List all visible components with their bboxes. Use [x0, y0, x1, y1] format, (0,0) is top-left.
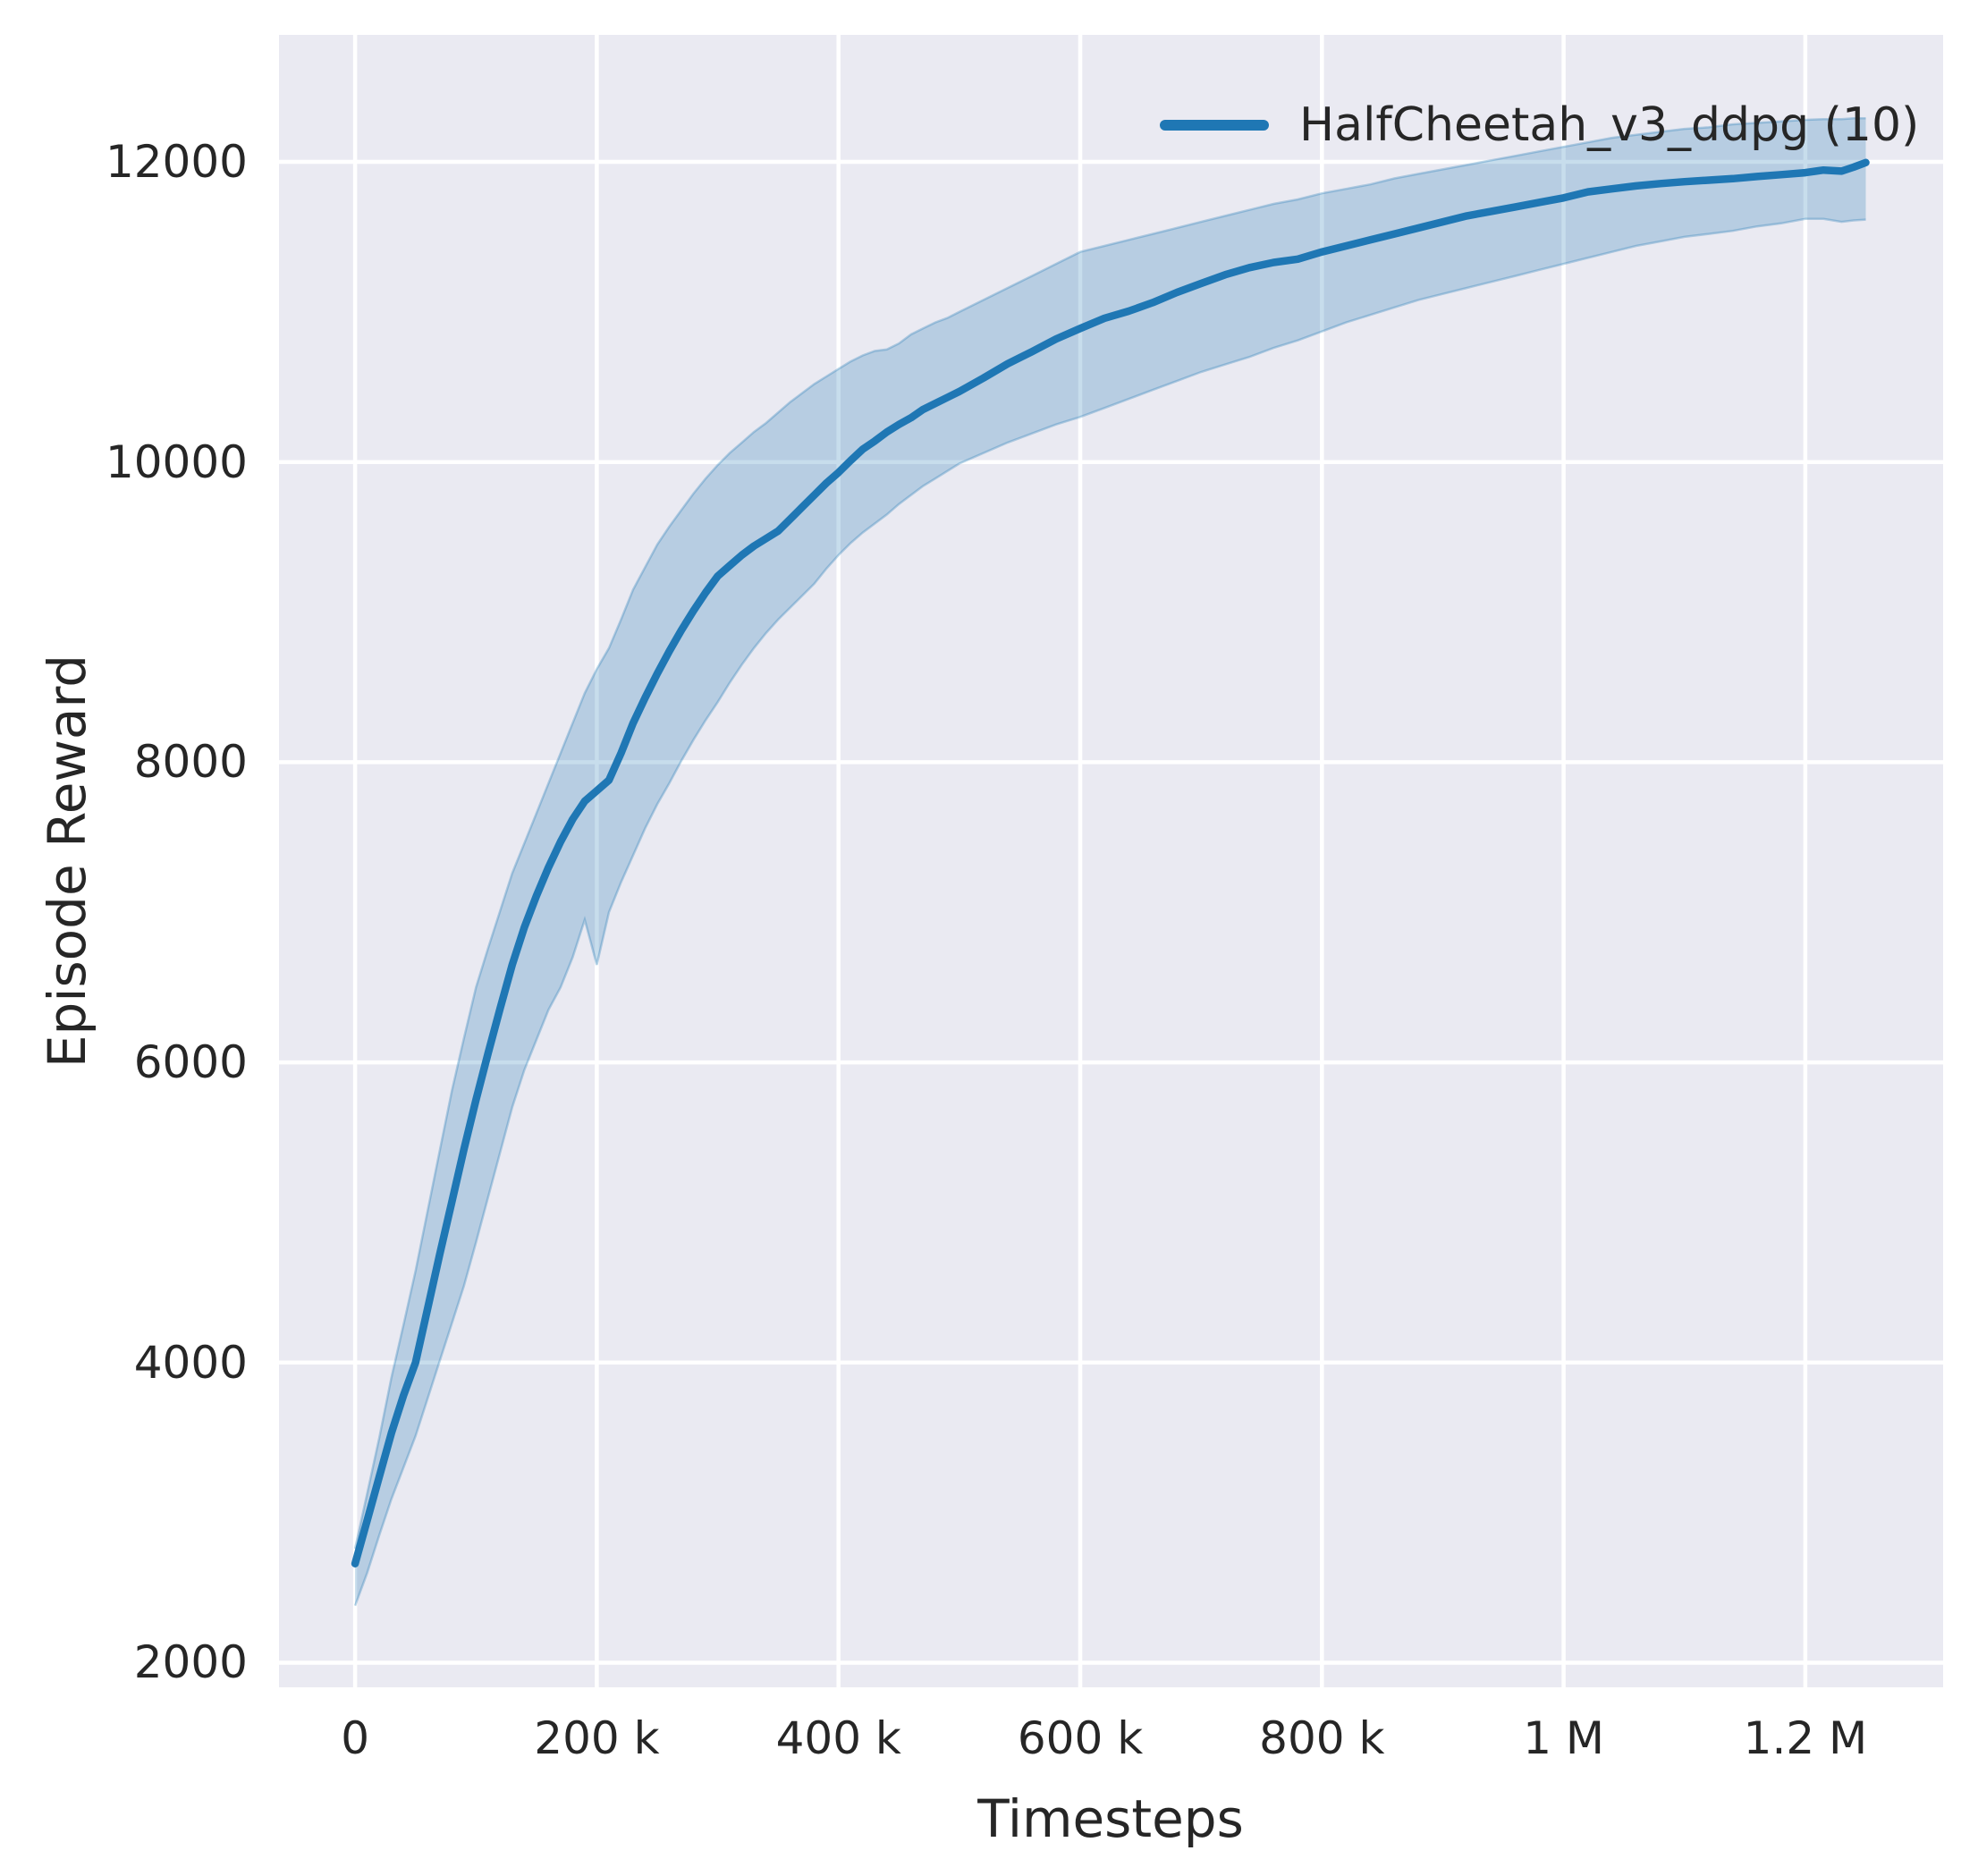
- confidence-band-upper-edge: [353, 117, 1866, 1550]
- mean-line: [351, 158, 1870, 1568]
- y-tick-label: 2000: [133, 1636, 248, 1689]
- x-tick-label: 200 k: [534, 1712, 660, 1764]
- y-tick-label: 4000: [133, 1336, 248, 1389]
- confidence-band: [355, 118, 1866, 1606]
- y-tick-label: 12000: [105, 135, 248, 188]
- y-tick-label: 6000: [133, 1036, 248, 1089]
- y-tick-label: 10000: [105, 435, 248, 488]
- x-tick-label: 400 k: [775, 1712, 901, 1764]
- x-axis-title: Timesteps: [977, 1788, 1244, 1849]
- legend-line-sample: [1160, 120, 1269, 131]
- y-tick-label: 8000: [133, 736, 248, 789]
- legend-entry-label: HalfCheetah_v3_ddpg (10): [1299, 98, 1920, 152]
- x-tick-label: 600 k: [1017, 1712, 1144, 1764]
- y-axis-title: Episode Reward: [37, 654, 97, 1069]
- x-tick-label: 1.2 M: [1743, 1712, 1868, 1764]
- confidence-band-lower-edge: [353, 217, 1866, 1607]
- x-tick-label: 800 k: [1259, 1712, 1385, 1764]
- plot-area-background: [279, 35, 1943, 1687]
- x-tick-label: 0: [341, 1712, 370, 1764]
- legend: HalfCheetah_v3_ddpg (10): [1160, 96, 1919, 155]
- x-tick-label: 1 M: [1523, 1712, 1605, 1764]
